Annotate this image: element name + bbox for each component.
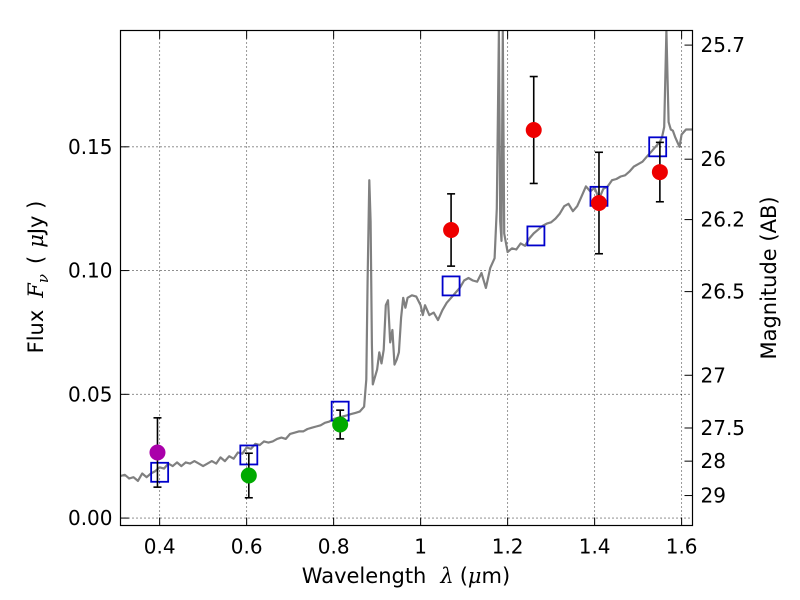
y2-tick-label: 27 <box>701 363 726 387</box>
x-axis-symbol: λ <box>439 564 453 588</box>
y2-axis-label: Magnitude (AB) <box>757 196 781 359</box>
grid-layer <box>120 30 693 526</box>
model-photometry-square <box>648 136 668 158</box>
x-tick-label: 1.2 <box>492 535 524 559</box>
observed-point <box>240 467 257 484</box>
x-axis-unit-rest: m) <box>482 564 511 588</box>
spectrum-line <box>120 30 693 482</box>
observed-point <box>651 164 668 181</box>
x-axis-label: Wavelength λ (μm) <box>302 564 510 588</box>
y2-tick-label: 26 <box>701 147 726 171</box>
y-tick-label: 0.15 <box>68 135 113 159</box>
y-axis-label: Flux Fν ( μJy ) <box>24 201 52 354</box>
x-tick-label: 0.4 <box>144 535 176 559</box>
y2-tick-label: 26.2 <box>701 208 746 232</box>
x-tick-label: 1.4 <box>579 535 611 559</box>
y2-tick-label: 29 <box>701 484 726 508</box>
observed-point <box>332 416 349 433</box>
y-axis-unit-open: ( <box>24 256 48 264</box>
y2-tick-label: 26.5 <box>701 280 746 304</box>
x-tick-label: 1.6 <box>666 535 698 559</box>
model-photometry-square <box>150 461 170 483</box>
y2-tick-label: 27.5 <box>701 416 746 440</box>
model-photometry-square <box>526 225 546 247</box>
observed-point <box>590 195 607 212</box>
x-axis-unit-open: ( <box>460 564 468 588</box>
y-tick-label: 0.00 <box>68 506 113 530</box>
y-axis-subscript: ν <box>34 274 52 283</box>
model-photometry-square <box>441 275 461 297</box>
x-tick-label: 1 <box>414 535 427 559</box>
tick-layer: 0.4 0.6 0.8 1 1.2 1.4 1.6 0.00 0.05 0.10 0.15 25.7 2… <box>68 30 746 559</box>
y-axis-label-text: Flux <box>24 310 48 354</box>
data-layer <box>120 30 693 499</box>
x-axis-label-text: Wavelength <box>302 564 427 588</box>
y-tick-label: 0.05 <box>68 382 113 406</box>
y-tick-label: 0.10 <box>68 259 113 283</box>
y-axis-symbol: F <box>24 282 48 299</box>
observed-point <box>443 221 460 238</box>
y2-tick-label: 25.7 <box>701 33 746 57</box>
y-axis-unit-rest: Jy ) <box>24 201 48 237</box>
x-tick-label: 0.8 <box>318 535 350 559</box>
y2-tick-label: 28 <box>701 449 726 473</box>
observed-point <box>149 444 166 461</box>
x-tick-label: 0.6 <box>231 535 263 559</box>
x-axis-unit-mu: μ <box>468 564 482 588</box>
y-axis-unit-mu: μ <box>24 234 48 248</box>
observed-point <box>525 121 542 138</box>
plot-frame <box>119 29 694 527</box>
